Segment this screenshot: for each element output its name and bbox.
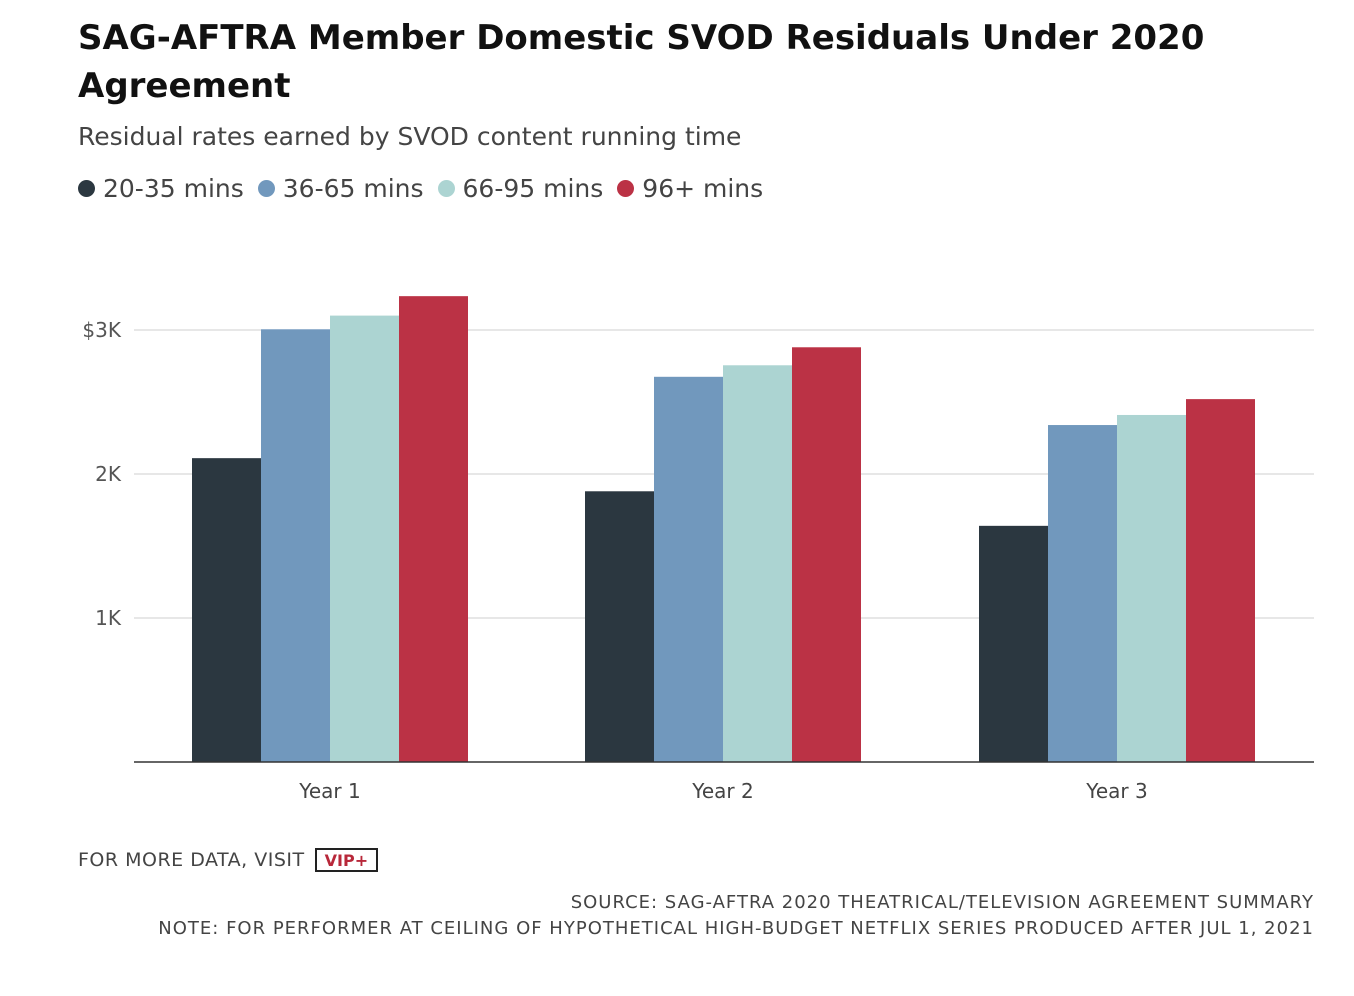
bar-year-2-36-65-mins[interactable] bbox=[654, 376, 723, 762]
legend-item-20-35[interactable]: 20-35 mins bbox=[78, 174, 244, 203]
more-data-line: FOR MORE DATA, VISIT VIP+ bbox=[78, 848, 379, 872]
legend-swatch-96-plus bbox=[617, 180, 635, 197]
legend: 20-35 mins 36-65 mins 66-95 mins 96+ min… bbox=[78, 174, 777, 203]
bar-year-3-36-65-mins[interactable] bbox=[1048, 425, 1117, 762]
x-tick-label: Year 3 bbox=[1085, 779, 1147, 803]
bar-year-2-20-35-mins[interactable] bbox=[585, 491, 654, 762]
legend-item-36-65[interactable]: 36-65 mins bbox=[257, 174, 424, 203]
chart-subtitle: Residual rates earned by SVOD content ru… bbox=[78, 122, 742, 151]
vip-plus-link[interactable]: VIP+ bbox=[314, 848, 379, 872]
y-tick-label: $3K bbox=[82, 318, 121, 342]
legend-label-20-35: 20-35 mins bbox=[103, 174, 244, 203]
legend-swatch-36-65 bbox=[257, 180, 275, 197]
x-tick-label: Year 2 bbox=[691, 779, 753, 803]
legend-swatch-66-95 bbox=[437, 180, 455, 197]
bar-year-2-66-95-mins[interactable] bbox=[723, 365, 792, 762]
x-tick-label: Year 1 bbox=[298, 779, 360, 803]
legend-swatch-20-35 bbox=[78, 180, 95, 197]
y-tick-label: 1K bbox=[95, 606, 122, 630]
bar-year-1-66-95-mins[interactable] bbox=[330, 315, 399, 762]
bar-year-1-96-mins[interactable] bbox=[399, 296, 468, 762]
bar-year-3-66-95-mins[interactable] bbox=[1117, 414, 1186, 762]
bar-year-3-96-mins[interactable] bbox=[1186, 399, 1255, 762]
more-data-text: FOR MORE DATA, VISIT bbox=[78, 849, 305, 871]
bar-year-1-36-65-mins[interactable] bbox=[261, 329, 330, 762]
source-text: SOURCE: SAG-AFTRA 2020 THEATRICAL/TELEVI… bbox=[570, 892, 1314, 913]
bar-year-2-96-mins[interactable] bbox=[792, 347, 861, 762]
y-tick-label: 2K bbox=[95, 462, 122, 486]
legend-item-66-95[interactable]: 66-95 mins bbox=[437, 174, 604, 203]
legend-item-96-plus[interactable]: 96+ mins bbox=[617, 174, 763, 203]
legend-label-96-plus: 96+ mins bbox=[642, 174, 764, 203]
source-notes: SOURCE: SAG-AFTRA 2020 THEATRICAL/TELEVI… bbox=[74, 890, 1314, 942]
bar-year-1-20-35-mins[interactable] bbox=[192, 458, 261, 762]
note-text: NOTE: FOR PERFORMER AT CEILING OF HYPOTH… bbox=[158, 918, 1314, 939]
bar-year-3-20-35-mins[interactable] bbox=[979, 525, 1048, 762]
chart-title: SAG-AFTRA Member Domestic SVOD Residuals… bbox=[78, 18, 1205, 106]
legend-label-36-65: 36-65 mins bbox=[282, 174, 424, 203]
legend-label-66-95: 66-95 mins bbox=[462, 174, 604, 203]
